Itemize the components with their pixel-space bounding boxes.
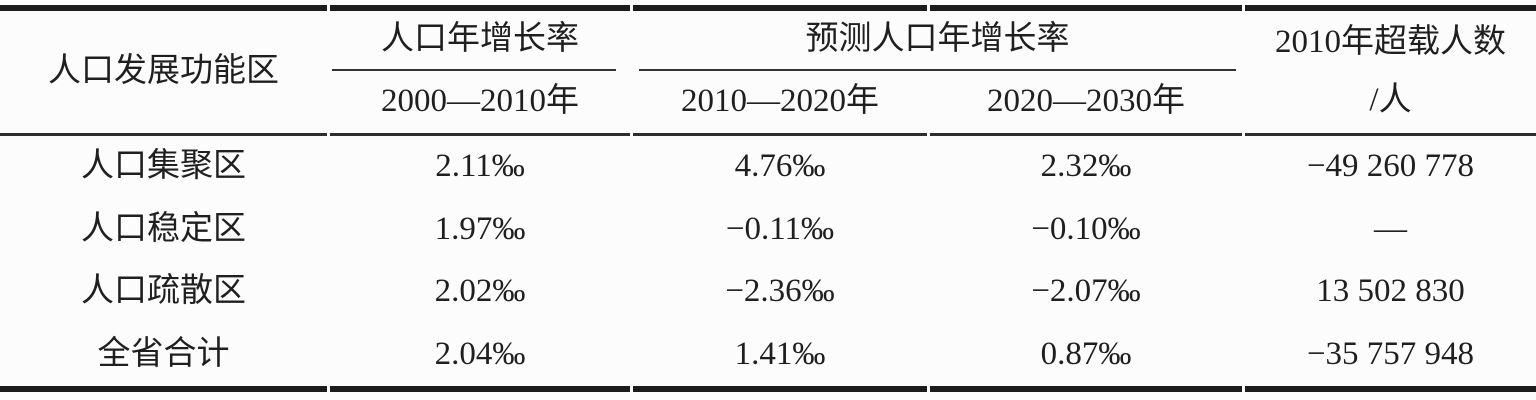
- spanner-rule-growth: [332, 68, 616, 71]
- overload-header-line1: 2010年超载人数: [1275, 24, 1506, 61]
- row-zone-cell: 全省合计: [97, 335, 230, 372]
- mid-rule-segment: [930, 133, 1242, 136]
- rate-cell: −0.11‰: [725, 210, 835, 247]
- column-header-overload: 2010年超载人数 /人: [1245, 11, 1536, 133]
- subheader-2020-2030: 2020—2030年: [987, 83, 1185, 120]
- rate-cell: −2.36‰: [725, 273, 835, 310]
- top-rule-segment: [930, 5, 1242, 11]
- rate-cell: 2.11‰: [435, 148, 525, 185]
- bottom-rule-segment: [930, 386, 1242, 392]
- top-rule-segment: [0, 5, 327, 11]
- mid-rule-segment: [0, 133, 327, 136]
- overload-cell: −35 757 948: [1306, 335, 1475, 372]
- top-rule-segment: [330, 5, 630, 11]
- bottom-rule-segment: [330, 386, 630, 392]
- subheader-2010-2020: 2010—2020年: [681, 83, 879, 120]
- mid-rule-segment: [633, 133, 927, 136]
- bottom-rule-segment: [0, 386, 327, 392]
- rate-cell: 2.32‰: [1040, 148, 1132, 185]
- top-rule-segment: [633, 5, 927, 11]
- overload-cell: —: [1374, 210, 1407, 247]
- column-header-zone: 人口发展功能区: [48, 53, 279, 90]
- spanner-rule-forecast: [639, 68, 1236, 71]
- rate-cell: 4.76‰: [734, 148, 826, 185]
- row-zone-cell: 人口疏散区: [81, 273, 246, 310]
- subheader-2000-2010: 2000—2010年: [381, 83, 579, 120]
- bottom-rule-segment: [1245, 386, 1536, 392]
- mid-rule-segment: [330, 133, 630, 136]
- mid-rule-segment: [1245, 133, 1536, 136]
- row-zone-cell: 人口稳定区: [81, 210, 246, 247]
- overload-header-unit: /人: [1369, 82, 1412, 119]
- row-zone-cell: 人口集聚区: [81, 148, 246, 185]
- group-header-growth-rate: 人口年增长率: [381, 20, 579, 57]
- rate-cell: −0.10‰: [1031, 210, 1141, 247]
- rate-cell: −2.07‰: [1031, 273, 1141, 310]
- overload-cell: −49 260 778: [1306, 148, 1475, 185]
- rate-cell: 2.02‰: [434, 273, 526, 310]
- rate-cell: 2.04‰: [434, 335, 526, 372]
- overload-cell: 13 502 830: [1316, 273, 1465, 310]
- rate-cell: 1.41‰: [734, 335, 826, 372]
- rate-cell: 0.87‰: [1040, 335, 1132, 372]
- rate-cell: 1.97‰: [434, 210, 526, 247]
- top-rule-segment: [1245, 5, 1536, 11]
- population-functional-zone-table: 人口发展功能区 人口年增长率 预测人口年增长率 2010年超载人数 /人 200…: [0, 5, 1536, 392]
- group-header-forecast-growth-rate: 预测人口年增长率: [805, 20, 1070, 57]
- bottom-rule-segment: [633, 386, 927, 392]
